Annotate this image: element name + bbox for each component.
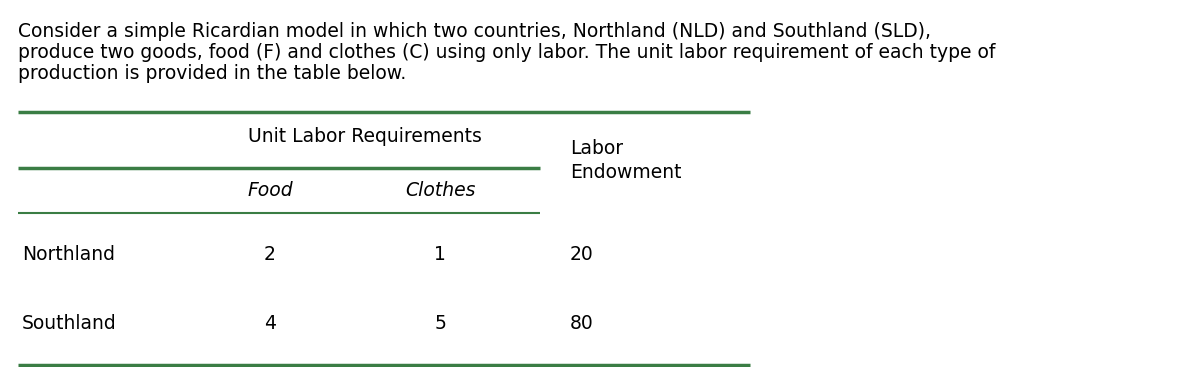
- Text: Southland: Southland: [22, 315, 116, 334]
- Text: produce two goods, food (F) and clothes (C) using only labor. The unit labor req: produce two goods, food (F) and clothes …: [18, 43, 995, 62]
- Text: 80: 80: [570, 315, 594, 334]
- Text: 1: 1: [434, 244, 446, 264]
- Text: Clothes: Clothes: [404, 181, 475, 200]
- Text: Labor
Endowment: Labor Endowment: [570, 138, 682, 182]
- Text: production is provided in the table below.: production is provided in the table belo…: [18, 64, 407, 83]
- Text: Food: Food: [247, 181, 293, 200]
- Text: Unit Labor Requirements: Unit Labor Requirements: [248, 127, 482, 145]
- Text: 4: 4: [264, 315, 276, 334]
- Text: 5: 5: [434, 315, 446, 334]
- Text: Consider a simple Ricardian model in which two countries, Northland (NLD) and So: Consider a simple Ricardian model in whi…: [18, 22, 931, 41]
- Text: 2: 2: [264, 244, 276, 264]
- Text: Northland: Northland: [22, 244, 115, 264]
- Text: 20: 20: [570, 244, 594, 264]
